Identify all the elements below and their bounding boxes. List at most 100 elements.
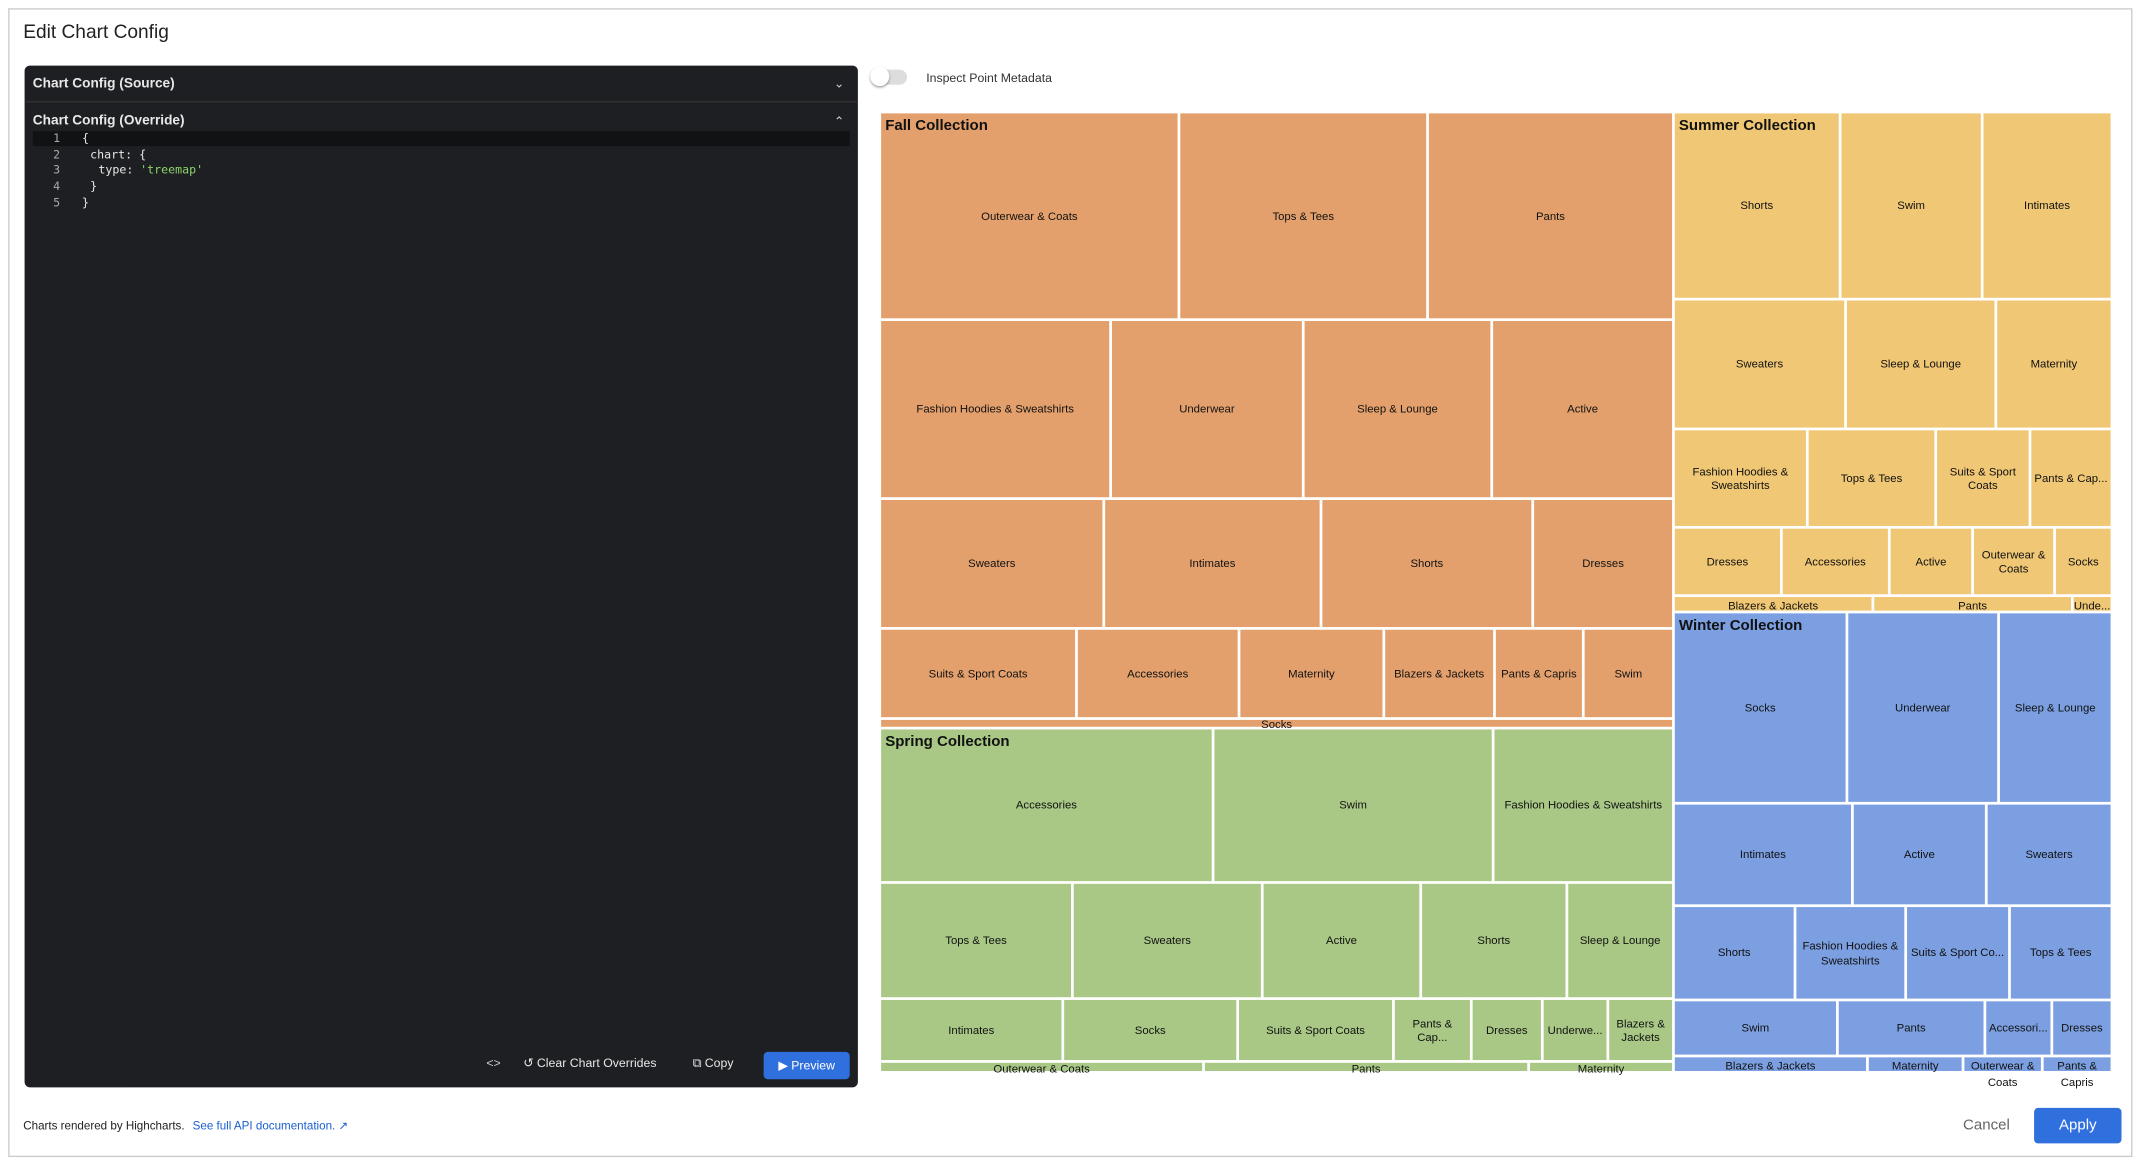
treemap-cell[interactable]: Socks (1064, 999, 1237, 1061)
cancel-button[interactable]: Cancel (1963, 1117, 2010, 1134)
treemap-cell[interactable]: Pants & Capris (2043, 1057, 2111, 1089)
code-line: type: 'treemap' (98, 164, 203, 178)
treemap-cell[interactable]: Active (1890, 528, 1972, 595)
treemap-cell[interactable]: Maternity (1997, 300, 2111, 428)
treemap-cell[interactable]: Shorts (1422, 883, 1566, 998)
treemap-cell[interactable]: Dresses (1534, 499, 1673, 628)
treemap-cell[interactable]: Accessories (881, 729, 1212, 882)
clear-button[interactable]: ↺ Clear Chart Overrides (523, 1055, 657, 1070)
copy-button[interactable]: ⧉ Copy (692, 1055, 734, 1070)
treemap-cell[interactable]: Accessories (1077, 629, 1238, 718)
code-line: } (90, 180, 97, 194)
line-number: 1 (53, 132, 61, 147)
treemap-cell[interactable]: Intimates (1983, 113, 2111, 298)
line-number: 2 (53, 148, 61, 163)
treemap-cell[interactable]: Sweaters (881, 499, 1103, 628)
treemap-cell[interactable]: Tops & Tees (1180, 113, 1427, 319)
treemap-cell[interactable]: Outerwear & Coats (1973, 528, 2054, 595)
treemap-cell[interactable]: Pants & Capris (1495, 629, 1582, 718)
treemap-cell[interactable]: Dresses (2053, 1001, 2111, 1055)
treemap-cell[interactable]: Blazers & Jackets (1609, 999, 1673, 1061)
treemap-cell[interactable]: Shorts (1674, 113, 1839, 298)
treemap-cell[interactable]: Underwear (1848, 613, 1998, 802)
api-link[interactable]: See full API documentation. ↗ (192, 1118, 349, 1133)
treemap-cell[interactable]: Active (1263, 883, 1420, 998)
treemap-cell[interactable]: Underwe... (1543, 999, 1607, 1061)
toggle-knob[interactable] (870, 66, 890, 87)
treemap-cell[interactable]: Suits & Sport Coats (1239, 999, 1393, 1061)
treemap-cell[interactable]: Maternity (1240, 629, 1383, 718)
treemap-cell[interactable]: Active (1853, 804, 1985, 905)
treemap-cell[interactable]: Swim (1674, 1001, 1836, 1055)
treemap-cell[interactable]: Swim (1841, 113, 1981, 298)
treemap-cell[interactable]: Accessori... (1986, 1001, 2051, 1055)
copy-label: Copy (704, 1055, 734, 1070)
api-link-text[interactable]: See full API documentation. (192, 1118, 336, 1133)
treemap-cell[interactable]: Maternity (1529, 1063, 1673, 1074)
treemap-cell[interactable]: Shorts (1322, 499, 1532, 628)
code-text: } (90, 180, 98, 195)
source-header[interactable]: Chart Config (Source) (32, 76, 175, 92)
treemap-cell[interactable]: Swim (1214, 729, 1492, 882)
treemap-cell[interactable]: Pants & Cap... (2031, 430, 2111, 526)
treemap-cell[interactable]: Dresses (1472, 999, 1541, 1061)
treemap-cell[interactable]: Underwear (1111, 321, 1302, 498)
treemap-cell[interactable]: Accessories (1782, 528, 1888, 595)
treemap-cell[interactable]: Outerwear & Coats (1964, 1057, 2041, 1089)
treemap-cell[interactable]: Blazers & Jackets (1674, 1057, 1867, 1072)
treemap-cell[interactable]: Outerwear & Coats (881, 113, 1178, 319)
treemap-cell[interactable]: Tops & Tees (2010, 907, 2111, 999)
treemap-cell[interactable]: Swim (1584, 629, 1673, 718)
treemap-cell[interactable]: Intimates (881, 999, 1062, 1061)
code-key: type: (98, 164, 134, 179)
preview-button[interactable]: ▶ Preview (763, 1051, 850, 1080)
treemap-cell[interactable]: Fashion Hoodies & Sweatshirts (1796, 907, 1905, 999)
treemap-cell[interactable]: Fashion Hoodies & Sweatshirts (881, 321, 1110, 498)
line-number: 3 (53, 164, 61, 179)
group-label: Spring Collection (885, 733, 1010, 750)
treemap-cell[interactable]: Sweaters (1674, 300, 1845, 428)
treemap-cell[interactable]: Sleep & Lounge (1846, 300, 1995, 428)
override-header[interactable]: Chart Config (Override) (32, 113, 185, 129)
treemap-cell[interactable]: Blazers & Jackets (1674, 596, 1872, 612)
treemap-cell[interactable]: Pants & Cap... (1394, 999, 1470, 1061)
treemap-cell[interactable]: Blazers & Jackets (1385, 629, 1494, 718)
treemap-cell[interactable]: Fashion Hoodies & Sweatshirts (1494, 729, 1673, 882)
treemap-cell[interactable]: Maternity (1868, 1057, 1962, 1072)
code-line: chart: { (90, 148, 146, 162)
treemap-cell[interactable]: Suits & Sport Coats (1937, 430, 2029, 526)
line-number: 5 (53, 196, 61, 211)
treemap-cell[interactable]: Dresses (1674, 528, 1780, 595)
code-text: { (81, 132, 89, 147)
treemap-cell[interactable]: Sleep & Lounge (1999, 613, 2111, 802)
apply-button[interactable]: Apply (2034, 1107, 2122, 1144)
treemap-cell[interactable]: Pants (1874, 596, 2071, 612)
treemap-cell[interactable]: Pants (1428, 113, 1673, 319)
treemap-cell[interactable]: Socks (1674, 613, 1846, 802)
treemap-cell[interactable]: Outerwear & Coats (881, 1063, 1203, 1074)
code-editor[interactable]: Chart Config (Source) ⌄ Chart Config (Ov… (24, 65, 858, 1088)
treemap-cell[interactable]: Intimates (1674, 804, 1852, 905)
treemap-cell[interactable]: Sleep & Lounge (1304, 321, 1491, 498)
treemap-cell[interactable]: Pants (1204, 1063, 1528, 1074)
treemap-cell[interactable]: Tops & Tees (1808, 430, 1935, 526)
treemap-cell[interactable]: Unde... (2073, 596, 2111, 612)
treemap-cell[interactable]: Socks (881, 718, 1673, 730)
treemap-cell[interactable]: Intimates (1105, 499, 1320, 628)
treemap-cell[interactable]: Sweaters (1987, 804, 2111, 905)
chevron-up[interactable]: ⌃ (833, 114, 845, 129)
chevron-down[interactable]: ⌄ (833, 76, 845, 91)
treemap-cell[interactable]: Suits & Sport Coats (881, 629, 1076, 718)
treemap-cell[interactable]: Sweaters (1073, 883, 1261, 998)
treemap-cell[interactable]: Active (1493, 321, 1673, 498)
code-text: chart: { (90, 148, 147, 163)
treemap-cell[interactable]: Tops & Tees (881, 883, 1071, 998)
code-icon[interactable]: <> (486, 1055, 501, 1070)
treemap-cell[interactable]: Pants (1838, 1001, 1984, 1055)
treemap-cell[interactable]: Sleep & Lounge (1568, 883, 1673, 998)
treemap-cell[interactable]: Fashion Hoodies & Sweatshirts (1674, 430, 1806, 526)
treemap-cell[interactable]: Shorts (1674, 907, 1794, 999)
preview-label: Preview (791, 1058, 835, 1073)
treemap-cell[interactable]: Suits & Sport Co... (1907, 907, 2009, 999)
treemap-cell[interactable]: Socks (2055, 528, 2111, 595)
